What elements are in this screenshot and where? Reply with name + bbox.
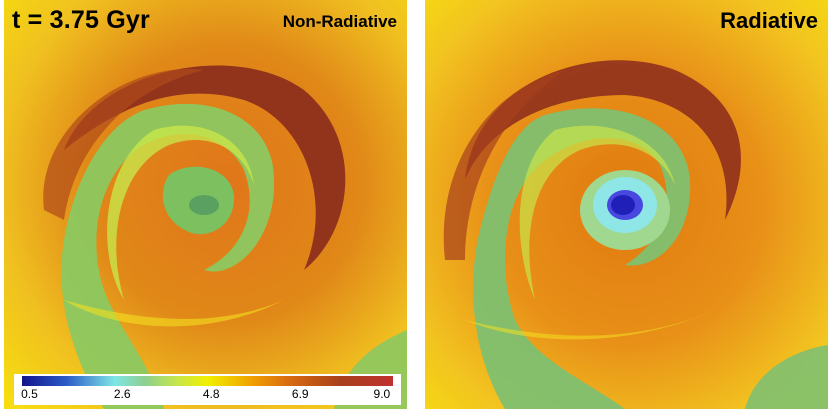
colorbar-tick: 9.0	[373, 387, 391, 401]
colorbar-tick: 2.6	[113, 387, 131, 401]
time-label: t = 3.75 Gyr	[12, 6, 150, 34]
colorbar-ticks: 0.5 2.6 4.8 6.9 9.0	[21, 387, 393, 403]
radiative-panel: Radiative	[425, 0, 828, 409]
colorbar-tick: 4.8	[202, 387, 220, 401]
colorbar-gradient	[22, 376, 393, 386]
colorbar-tick: 0.5	[21, 387, 38, 401]
non-radiative-title: Non-Radiative	[282, 12, 397, 31]
temperature-colorbar: 0.5 2.6 4.8 6.9 9.0	[14, 374, 401, 405]
radiative-temperature-map	[425, 0, 828, 409]
radiative-title: Radiative	[720, 8, 818, 33]
non-radiative-panel: t = 3.75 Gyr Non-Radiative 0.5 2.6 4.8 6…	[4, 0, 407, 409]
colorbar-tick: 6.9	[291, 387, 309, 401]
non-radiative-temperature-map	[4, 0, 407, 409]
